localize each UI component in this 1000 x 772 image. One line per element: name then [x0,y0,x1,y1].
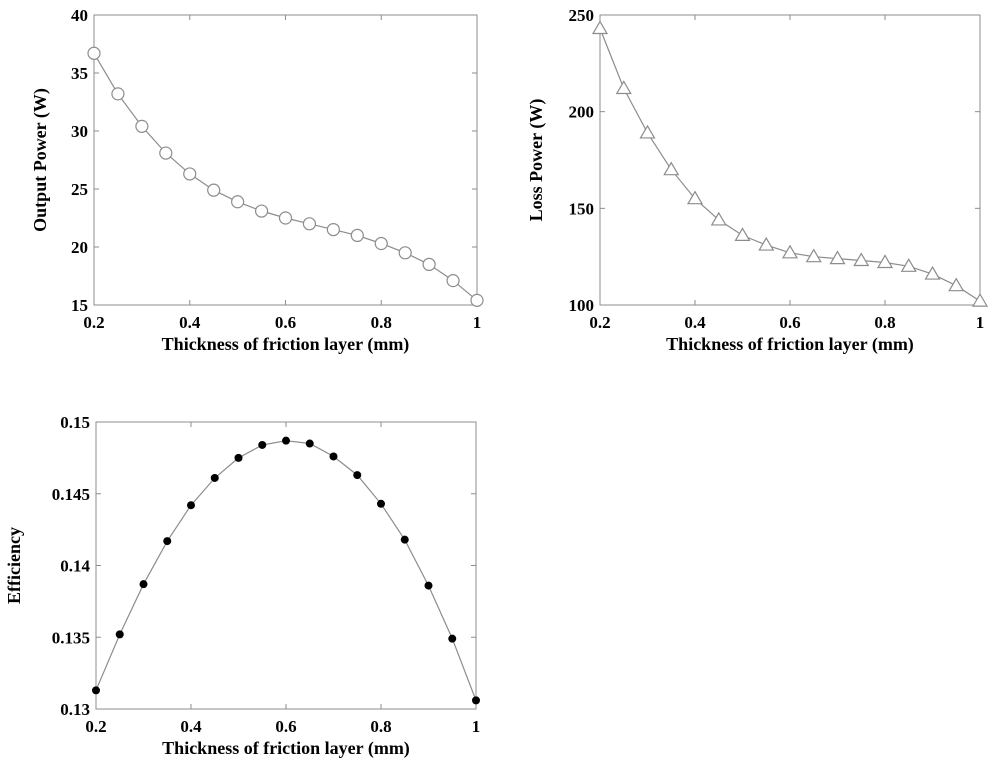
plot-frame [599,14,981,306]
data-point [234,453,243,462]
loss-power-chart: 0.2 0.4 0.6 0.8 1 100 150 200 250 Thickness of fr… [526,6,989,355]
data-point [210,473,219,482]
data-point [422,257,436,271]
data-point [448,634,457,643]
data-point [734,227,751,241]
data-point [92,686,100,695]
data-point [446,274,460,288]
x-tick-label: 0.2 [83,313,104,332]
data-point [207,183,221,197]
data-point [924,265,941,280]
data-point [115,630,124,639]
data-point [374,236,388,251]
data-point [183,167,197,181]
y-axis-label: Output Power (W) [30,88,51,232]
data-point [781,244,799,259]
x-tick-label: 1 [976,313,985,332]
data-point [139,580,148,589]
data-point [329,452,338,461]
data-point [187,501,195,510]
x-axis-label: Thickness of friction layer (mm) [162,334,410,355]
y-axis-label: Efficiency [4,527,24,604]
x-tick-label: 0.4 [684,313,706,332]
x-tick-label: 0.8 [371,313,392,332]
data-point [302,217,317,231]
data-point [350,228,364,242]
x-tick-label: 0.2 [589,313,610,332]
data-point [305,439,314,448]
data-point [710,211,727,226]
data-point [472,696,480,705]
data-point [948,277,965,292]
y-tick-label: 0.135 [52,628,90,647]
y-tick-label: 150 [569,199,595,218]
y-tick-label: 30 [71,122,88,141]
x-axis-label: Thickness of friction layer (mm) [162,738,410,759]
data-point [398,246,412,260]
data-point [686,190,704,205]
x-tick-label: 0.4 [179,313,201,332]
data-point [353,471,362,480]
data-point [424,581,433,590]
y-tick-label: 200 [569,103,595,122]
x-axis-label: Thickness of friction layer (mm) [666,334,914,355]
data-point [900,258,917,272]
data-point [805,248,822,263]
series-line [93,52,478,301]
data-point [615,80,632,95]
data-point [876,254,894,269]
data-point [663,161,680,176]
series-line [599,28,981,302]
y-tick-label: 0.15 [60,413,90,432]
x-tick-label: 0.6 [275,717,296,736]
data-point [258,440,267,449]
y-tick-label: 40 [71,6,88,25]
x-tick-label: 1 [473,313,482,332]
y-tick-label: 20 [71,238,88,257]
data-point [971,292,989,307]
data-point [278,211,293,225]
data-point [591,20,609,35]
data-point [282,436,290,445]
efficiency-chart: 0.2 0.4 0.6 0.8 1 0.13 0.135 0.14 0.145 0.15 Thick… [4,413,480,759]
data-point [829,250,846,265]
data-point [377,499,385,508]
y-tick-label: 25 [71,180,88,199]
output-power-chart: 0.2 0.4 0.6 0.8 1 15 20 25 30 35 40 Thickness of fr… [30,6,484,355]
x-tick-label: 0.4 [180,717,202,736]
data-point [400,535,409,544]
data-point [326,223,340,237]
data-point [163,537,172,546]
x-tick-label: 0.2 [85,717,106,736]
data-point [254,204,269,218]
y-tick-label: 250 [569,6,595,25]
y-tick-label: 0.13 [60,700,90,719]
data-point [470,293,484,307]
data-point [159,146,173,160]
y-tick-label: 0.14 [60,557,90,576]
data-point [135,119,149,133]
y-tick-label: 0.145 [52,485,90,504]
x-tick-label: 0.8 [370,717,391,736]
y-tick-label: 100 [569,296,595,315]
y-tick-label: 15 [71,296,88,315]
y-axis-label: Loss Power (W) [526,99,547,222]
y-tick-label: 35 [71,64,88,83]
plot-frame [95,421,477,710]
x-tick-label: 0.8 [874,313,895,332]
data-point [758,236,775,251]
data-point [231,195,245,209]
data-point [639,124,656,139]
x-tick-label: 1 [472,717,481,736]
data-point [87,46,101,60]
x-tick-label: 0.6 [779,313,800,332]
series-line [95,440,477,701]
data-point [853,252,870,267]
x-tick-label: 0.6 [275,313,296,332]
data-point [111,87,125,101]
plot-frame [93,14,478,306]
